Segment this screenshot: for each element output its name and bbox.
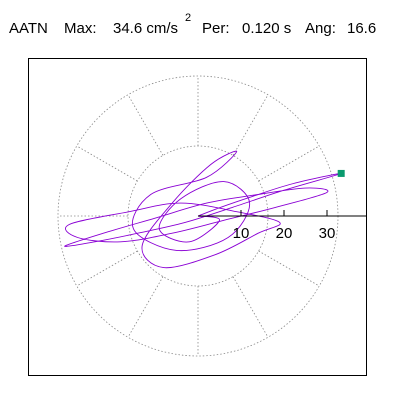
grid-spoke-60 [232,94,269,156]
grid-spoke-300 [232,276,269,338]
grid-spoke-30 [258,145,320,182]
tick-label-10: 10 [233,225,250,242]
grid-spoke-150 [76,145,138,182]
plot-frame [28,58,367,376]
grid-spoke-240 [127,276,164,338]
chart-header: AATN Max: 34.6 cm/s 2 Per: 0.120 s Ang: … [0,0,400,52]
period-label: Per: [202,20,230,37]
particle-motion-trace [64,150,342,269]
tick-label-20: 20 [276,225,293,242]
grid-spoke-210 [76,250,138,287]
tick-label-30: 30 [319,225,336,242]
angle-value: 16.6 [347,20,377,37]
angle-label: Ang: [305,20,336,37]
station-code: AATN [9,20,48,37]
grid-spoke-330 [258,250,320,287]
max-unit-exponent: 2 [185,12,192,24]
grid-spoke-120 [127,94,164,156]
max-point-marker [337,169,345,177]
max-value: 34.6 cm/s [113,20,179,37]
period-value: 0.120 s [242,20,292,37]
max-label: Max: [64,20,97,37]
